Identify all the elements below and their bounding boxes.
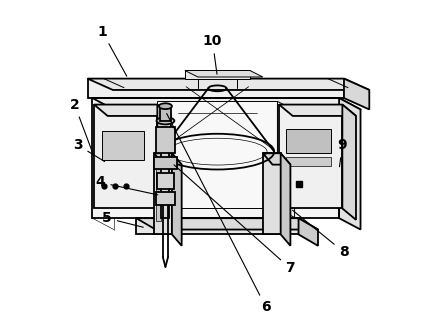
Bar	[157, 173, 173, 189]
Polygon shape	[94, 105, 157, 208]
Polygon shape	[92, 98, 339, 218]
Ellipse shape	[156, 117, 174, 125]
Text: 4: 4	[95, 175, 158, 195]
Polygon shape	[281, 153, 290, 246]
Bar	[286, 129, 331, 153]
Polygon shape	[343, 105, 356, 220]
Bar	[157, 101, 277, 208]
Polygon shape	[154, 153, 182, 165]
Bar	[155, 192, 175, 205]
Polygon shape	[154, 153, 172, 234]
Text: 7: 7	[174, 165, 295, 275]
Bar	[159, 108, 171, 121]
Polygon shape	[263, 153, 290, 165]
Text: 9: 9	[338, 138, 347, 167]
Text: 3: 3	[73, 138, 105, 162]
Bar	[102, 130, 145, 160]
Bar	[155, 163, 161, 221]
Bar	[154, 156, 177, 170]
Polygon shape	[157, 105, 171, 220]
Bar	[161, 147, 170, 218]
Ellipse shape	[159, 103, 172, 109]
Polygon shape	[339, 98, 360, 230]
Polygon shape	[88, 79, 369, 90]
Bar	[155, 127, 175, 153]
Bar	[286, 156, 331, 166]
Polygon shape	[136, 218, 299, 234]
Polygon shape	[279, 105, 356, 116]
Text: 8: 8	[293, 210, 349, 259]
Text: 1: 1	[97, 24, 127, 76]
Polygon shape	[279, 105, 343, 208]
Text: 5: 5	[102, 211, 143, 227]
Polygon shape	[299, 218, 318, 246]
Text: 2: 2	[70, 97, 93, 154]
Bar	[185, 70, 250, 79]
Polygon shape	[263, 153, 281, 234]
Polygon shape	[94, 105, 171, 116]
Polygon shape	[344, 79, 369, 110]
Polygon shape	[136, 218, 318, 230]
Polygon shape	[88, 79, 344, 98]
Polygon shape	[172, 153, 182, 246]
Polygon shape	[185, 70, 263, 77]
Text: 6: 6	[167, 113, 271, 315]
Text: 10: 10	[203, 34, 222, 74]
Polygon shape	[277, 101, 295, 217]
Polygon shape	[92, 98, 360, 110]
